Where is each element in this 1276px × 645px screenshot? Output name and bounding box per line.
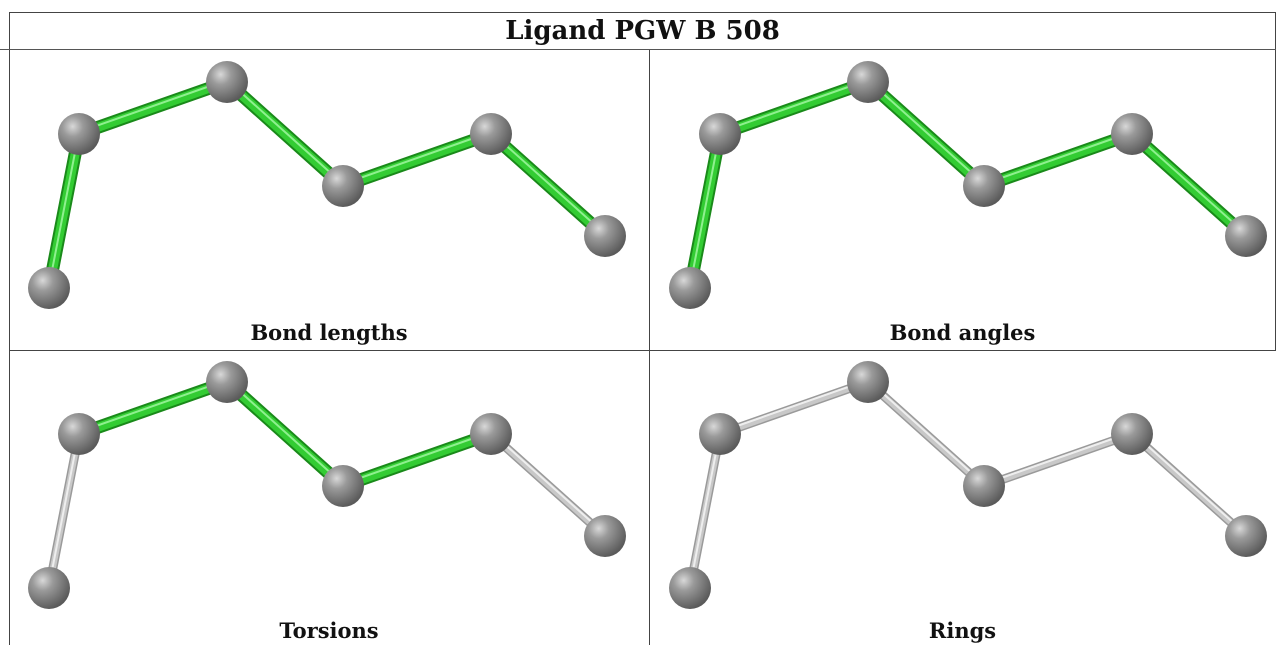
atom-4	[322, 165, 364, 207]
molecule-rings	[669, 361, 1267, 609]
bond-3	[222, 377, 348, 491]
atom-6	[584, 215, 626, 257]
atom-6	[584, 515, 626, 557]
grid-center-divider	[649, 50, 650, 645]
title-divider	[0, 49, 1276, 50]
bond-5-highlight	[490, 131, 606, 235]
bond-2	[717, 379, 871, 437]
atom-2	[699, 113, 741, 155]
bond-3	[865, 379, 987, 489]
bond-1-highlight	[48, 131, 80, 287]
molecule-bond-lengths	[28, 61, 626, 309]
molecule-torsions	[28, 361, 626, 609]
atom-1	[669, 567, 711, 609]
atom-2	[58, 413, 100, 455]
bond-3	[863, 77, 989, 191]
bond-2	[74, 377, 232, 439]
bond-5	[488, 431, 608, 539]
bond-2	[74, 77, 232, 139]
bond-4	[981, 431, 1135, 489]
atom-5	[1111, 413, 1153, 455]
atom-1	[28, 567, 70, 609]
bond-3	[222, 77, 348, 191]
panel-caption-bond-angles: Bond angles	[889, 320, 1036, 345]
bond-5	[486, 129, 610, 241]
atom-3	[847, 61, 889, 103]
atom-4	[322, 465, 364, 507]
bond-1-highlight	[48, 431, 80, 587]
atom-2	[58, 113, 100, 155]
bond-3-highlight	[867, 379, 985, 485]
grid-row-divider	[9, 350, 1276, 351]
bond-4-highlight	[983, 431, 1133, 485]
bond-2-highlight	[78, 379, 228, 433]
bond-5-highlight	[490, 431, 606, 535]
bond-5	[1127, 129, 1251, 241]
bond-3-highlight	[226, 379, 344, 485]
atom-5	[470, 113, 512, 155]
panel-caption-torsions: Torsions	[279, 618, 379, 643]
panel-caption-rings: Rings	[928, 618, 997, 643]
bond-4	[338, 429, 496, 491]
bond-4-highlight	[342, 131, 492, 185]
bond-4-highlight	[342, 431, 492, 485]
bond-2-highlight	[719, 79, 869, 133]
grid-left-border	[9, 50, 10, 645]
atom-6	[1225, 515, 1267, 557]
bond-4-highlight	[983, 131, 1133, 185]
atom-5	[470, 413, 512, 455]
atom-3	[206, 361, 248, 403]
bond-1-highlight	[689, 131, 721, 287]
atom-3	[206, 61, 248, 103]
bond-5	[1129, 431, 1249, 539]
bond-2-highlight	[78, 79, 228, 133]
bond-5-highlight	[1131, 131, 1247, 235]
bond-3-highlight	[226, 79, 344, 185]
atom-5	[1111, 113, 1153, 155]
bond-4	[979, 129, 1137, 191]
panel-bond-lengths: Bond lengths	[9, 50, 649, 350]
atom-4	[963, 165, 1005, 207]
atom-1	[669, 267, 711, 309]
molecule-bond-angles	[669, 61, 1267, 309]
bond-4	[338, 129, 496, 191]
atom-3	[847, 361, 889, 403]
figure-title: Ligand PGW B 508	[9, 12, 1276, 49]
panel-caption-bond-lengths: Bond lengths	[250, 320, 408, 345]
panel-bond-angles: Bond angles	[649, 50, 1276, 350]
ligand-figure: Ligand PGW B 508 Bond lengths Bond angle…	[0, 12, 1276, 645]
atom-4	[963, 465, 1005, 507]
bond-3-highlight	[867, 79, 985, 185]
atom-2	[699, 413, 741, 455]
bond-5-highlight	[1131, 431, 1247, 535]
bond-1-highlight	[689, 431, 721, 587]
bond-2-highlight	[719, 379, 869, 433]
panel-torsions: Torsions	[9, 350, 649, 645]
panel-rings: Rings	[649, 350, 1276, 645]
bond-2	[715, 77, 873, 139]
atom-6	[1225, 215, 1267, 257]
atom-1	[28, 267, 70, 309]
